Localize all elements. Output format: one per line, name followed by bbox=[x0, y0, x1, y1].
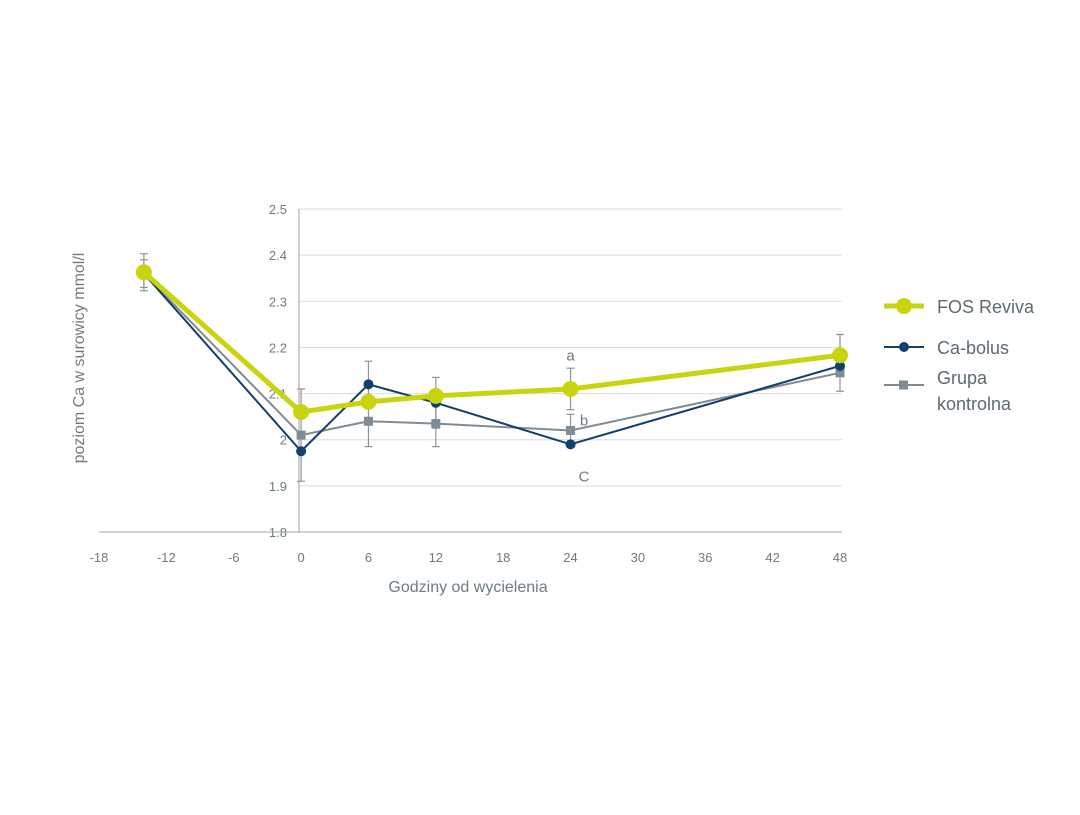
data-point-ca-bolus bbox=[363, 379, 374, 390]
data-point-fos-reviva bbox=[832, 347, 848, 364]
y-tick-label: 2.5 bbox=[269, 202, 287, 217]
legend-label-grupa-kontrolna: Grupa bbox=[937, 368, 988, 388]
legend-label-ca-bolus: Ca-bolus bbox=[937, 338, 1009, 358]
x-tick-label: 48 bbox=[833, 550, 847, 565]
y-tick-label: 2.3 bbox=[269, 294, 287, 309]
y-axis-label: poziom Ca w surowicy mmol/l bbox=[71, 253, 88, 464]
data-point-fos-reviva bbox=[427, 387, 444, 404]
x-tick-label: 30 bbox=[631, 550, 645, 565]
data-point-grupa-kontrolna bbox=[566, 425, 576, 435]
x-tick-label: -6 bbox=[228, 550, 240, 565]
series-line-grupa-kontrolna bbox=[142, 272, 841, 437]
series-line-fos-reviva bbox=[141, 269, 843, 415]
series-line-ca-bolus bbox=[142, 272, 841, 453]
annotation-label: b bbox=[580, 412, 588, 429]
data-point-fos-reviva bbox=[135, 264, 152, 281]
legend-marker-grupa-kontrolna bbox=[899, 380, 908, 390]
y-tick-label: 1.9 bbox=[269, 479, 287, 494]
data-point-ca-bolus bbox=[835, 360, 845, 371]
x-tick-label: -18 bbox=[90, 550, 109, 565]
annotation-label: a bbox=[566, 347, 575, 364]
y-tick-label: 2.2 bbox=[269, 340, 287, 355]
data-point-grupa-kontrolna bbox=[835, 368, 845, 378]
x-tick-label: 6 bbox=[365, 550, 372, 565]
x-axis-label: Godziny od wycielenia bbox=[388, 579, 547, 596]
x-tick-label: 24 bbox=[563, 550, 577, 565]
data-point-grupa-kontrolna bbox=[296, 430, 306, 440]
axes: 1.81.922.12.22.32.42.5-18 -12 -6 0 6 12 18 24 30… bbox=[90, 202, 848, 565]
legend-label-fos-reviva: FOS Reviva bbox=[937, 297, 1035, 317]
data-point-fos-reviva bbox=[360, 393, 377, 410]
x-tick-label: 42 bbox=[765, 550, 779, 565]
x-tick-label: 18 bbox=[496, 550, 510, 565]
series-lines bbox=[135, 264, 848, 457]
annotation-label: C bbox=[579, 469, 590, 486]
y-tick-label: 2 bbox=[280, 433, 287, 448]
data-point-ca-bolus bbox=[565, 439, 576, 450]
x-tick-label: 12 bbox=[429, 550, 443, 565]
legend: FOS Reviva Ca-bolus Grupa kontrolna bbox=[884, 297, 1035, 414]
legend-label-grupa-kontrolna: kontrolna bbox=[937, 394, 1012, 414]
data-point-fos-reviva bbox=[562, 380, 579, 397]
data-point-grupa-kontrolna bbox=[431, 419, 441, 429]
x-tick-label: -12 bbox=[157, 550, 176, 565]
x-tick-label: 0 bbox=[297, 550, 304, 565]
annotations: a b C bbox=[566, 347, 589, 485]
data-point-grupa-kontrolna bbox=[363, 416, 373, 426]
legend-marker-fos-reviva bbox=[896, 298, 912, 314]
data-point-ca-bolus bbox=[296, 446, 307, 457]
legend-marker-ca-bolus bbox=[899, 342, 909, 352]
data-point-fos-reviva bbox=[293, 404, 310, 421]
x-tick-label: 36 bbox=[698, 550, 712, 565]
y-tick-label: 2.4 bbox=[269, 248, 287, 263]
